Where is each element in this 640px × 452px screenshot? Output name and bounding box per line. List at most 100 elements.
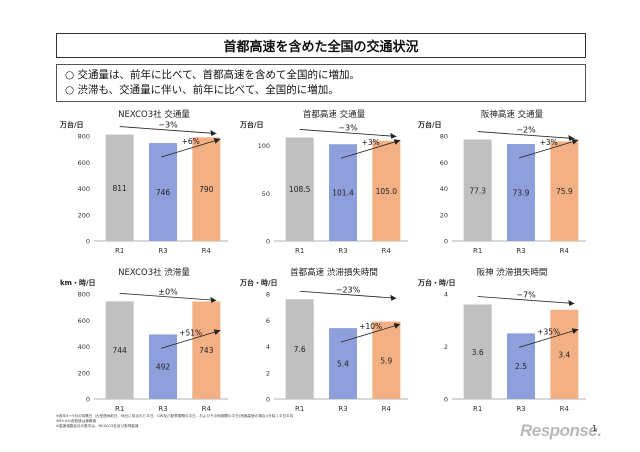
bar-r1 bbox=[105, 301, 134, 399]
chart-title: 首都高速 交通量 bbox=[303, 109, 366, 120]
change-arrow-line-r3 bbox=[340, 139, 401, 159]
y-tick-label: 800 bbox=[78, 133, 90, 141]
change-arrow-line bbox=[299, 290, 397, 299]
y-tick-label: 2 bbox=[444, 343, 448, 351]
y-tick-label: 80 bbox=[440, 133, 448, 141]
bullet-congestion: ○ 渋滞も、交通量に伴い、前年に比べて、全国的に増加。 bbox=[65, 84, 339, 96]
chart-nexco-congestion: NEXCO3社 渋滞量 km・時/日 0 200 400 600 800 744 R1 492 R3… bbox=[60, 267, 228, 413]
x-tick-label: R4 bbox=[382, 247, 392, 255]
y-tick-label: 6 bbox=[266, 317, 270, 325]
bar-value-label: 790 bbox=[199, 185, 214, 194]
x-tick-label: R1 bbox=[115, 405, 124, 413]
change-arrow-line bbox=[477, 296, 575, 304]
x-tick-label: R3 bbox=[158, 405, 167, 413]
bar-value-label: 77.3 bbox=[469, 186, 486, 195]
bar-value-label: 105.0 bbox=[376, 187, 398, 196]
y-tick-label: 400 bbox=[78, 185, 90, 193]
y-tick-label: 200 bbox=[78, 211, 90, 219]
x-tick-label: R1 bbox=[473, 247, 482, 255]
bar-value-label: 73.9 bbox=[513, 189, 530, 198]
footnote-3: ※高速道路会社の数字は、NEXCO3社及び阪神高速 bbox=[56, 424, 139, 428]
y-tick-label: 600 bbox=[78, 317, 90, 325]
change-label-vs-r3: +3% bbox=[362, 138, 380, 147]
change-label-vs-r1: −23% bbox=[336, 285, 361, 294]
y-tick-label: 2 bbox=[266, 369, 270, 377]
change-arrow-line-r3 bbox=[160, 330, 221, 349]
y-tick-label: 0 bbox=[444, 396, 448, 404]
y-tick-label: 50 bbox=[262, 190, 270, 198]
page-title: 首都高速を含めた全国の交通状況 bbox=[56, 33, 586, 58]
x-tick-label: R3 bbox=[338, 405, 347, 413]
bar-r4 bbox=[372, 321, 401, 399]
bar-r1 bbox=[463, 139, 492, 241]
change-arrow-line-r3 bbox=[160, 138, 221, 158]
bar-r4 bbox=[550, 309, 579, 399]
y-unit-label: 万台/日 bbox=[239, 120, 264, 129]
change-arrow-line bbox=[299, 129, 397, 137]
bar-value-label: 108.5 bbox=[289, 185, 311, 194]
change-label-vs-r1: −7% bbox=[516, 291, 536, 300]
change-arrow-head-r3 bbox=[213, 329, 221, 336]
bar-value-label: 7.6 bbox=[294, 345, 306, 354]
x-tick-label: R4 bbox=[382, 405, 392, 413]
change-arrow-head bbox=[390, 132, 397, 139]
y-tick-label: 60 bbox=[440, 159, 448, 167]
bar-value-label: 744 bbox=[113, 346, 128, 355]
bar-r1 bbox=[105, 134, 134, 241]
bar-value-label: 492 bbox=[156, 363, 171, 372]
change-arrow-line-r3 bbox=[340, 323, 401, 343]
bar-r3 bbox=[149, 143, 177, 241]
footnote-2: ※R4.9の各数値は速報値 bbox=[56, 419, 96, 423]
x-tick-label: R4 bbox=[560, 247, 570, 255]
change-label-vs-r3: +35% bbox=[537, 327, 560, 336]
bullet-traffic: ○ 交通量は、前年に比べて、首都高速を含めて全国的に増加。 bbox=[65, 69, 361, 81]
x-tick-label: R4 bbox=[560, 405, 570, 413]
y-unit-label: 万台・時/日 bbox=[417, 278, 456, 287]
bar-r4 bbox=[192, 301, 221, 399]
chart-title: 阪神 渋滞損失時間 bbox=[477, 267, 548, 278]
change-arrow-head bbox=[210, 296, 217, 303]
x-tick-label: R3 bbox=[158, 247, 167, 255]
x-tick-label: R1 bbox=[473, 405, 482, 413]
y-tick-label: 100 bbox=[258, 142, 270, 150]
change-arrow-head bbox=[568, 300, 575, 306]
change-arrow-head bbox=[210, 130, 217, 137]
change-arrow-head-r3 bbox=[393, 322, 401, 329]
y-tick-label: 0 bbox=[444, 238, 448, 246]
change-arrow-line bbox=[477, 131, 575, 139]
y-tick-label: 20 bbox=[440, 211, 448, 219]
bar-value-label: 746 bbox=[156, 188, 171, 197]
y-unit-label: 万台/日 bbox=[417, 120, 442, 129]
x-tick-label: R3 bbox=[516, 247, 525, 255]
y-tick-label: 0 bbox=[266, 396, 270, 404]
y-unit-label: km・時/日 bbox=[60, 278, 96, 287]
bar-value-label: 2.5 bbox=[515, 362, 527, 371]
x-tick-label: R3 bbox=[338, 247, 347, 255]
change-label-vs-r1: ±0% bbox=[158, 287, 178, 296]
chart-title: NEXCO3社 交通量 bbox=[118, 109, 190, 120]
change-label-vs-r3: +10% bbox=[359, 322, 382, 331]
bar-r1 bbox=[285, 299, 314, 399]
change-arrow-head bbox=[390, 294, 397, 301]
bar-value-label: 743 bbox=[199, 346, 214, 355]
bar-value-label: 5.9 bbox=[380, 356, 392, 365]
bar-value-label: 3.6 bbox=[472, 348, 484, 357]
change-label-vs-r1: −3% bbox=[338, 123, 358, 132]
y-unit-label: 万台/日 bbox=[59, 120, 84, 129]
change-label-vs-r3: +3% bbox=[540, 138, 558, 147]
change-label-vs-r3: +6% bbox=[182, 137, 200, 146]
bar-r3 bbox=[507, 144, 535, 241]
bar-r1 bbox=[285, 137, 314, 241]
bar-value-label: 5.4 bbox=[337, 360, 349, 369]
y-tick-label: 400 bbox=[78, 343, 90, 351]
y-tick-label: 0 bbox=[86, 396, 90, 404]
y-tick-label: 8 bbox=[266, 291, 270, 299]
change-label-vs-r1: −2% bbox=[516, 126, 536, 135]
bar-value-label: 3.4 bbox=[558, 350, 570, 359]
y-tick-label: 0 bbox=[266, 238, 270, 246]
y-tick-label: 200 bbox=[78, 369, 90, 377]
